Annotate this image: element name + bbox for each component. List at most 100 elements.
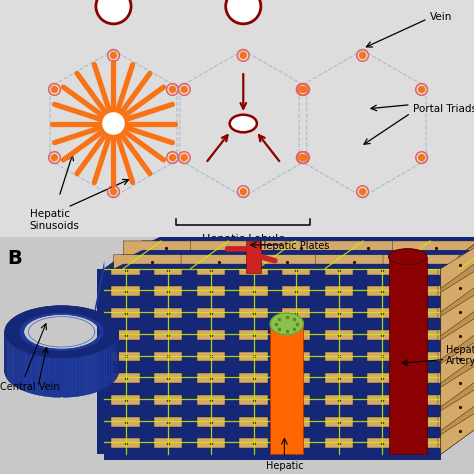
Circle shape [226, 0, 261, 24]
Text: Portal Triads: Portal Triads [413, 104, 474, 114]
Polygon shape [101, 349, 103, 390]
Polygon shape [42, 356, 45, 396]
Bar [367, 374, 396, 383]
Polygon shape [100, 324, 104, 340]
Polygon shape [78, 356, 81, 396]
Bar [410, 395, 438, 405]
Circle shape [240, 53, 246, 58]
Polygon shape [69, 357, 72, 397]
Bar [282, 264, 310, 274]
Polygon shape [72, 357, 75, 397]
Bar [197, 352, 225, 362]
Bar [410, 352, 438, 362]
Polygon shape [114, 255, 191, 269]
Polygon shape [191, 241, 277, 255]
Bar [325, 352, 353, 362]
Bar [154, 417, 182, 427]
Bar [111, 330, 140, 340]
Bar [197, 286, 225, 296]
Polygon shape [441, 245, 474, 288]
Bar [325, 308, 353, 318]
Bar [325, 330, 353, 340]
Bar [197, 330, 225, 340]
Circle shape [182, 155, 187, 161]
Bar [282, 438, 310, 448]
Bar [197, 374, 225, 383]
Bar [239, 417, 268, 427]
Bar [140, 269, 154, 454]
Polygon shape [441, 292, 474, 336]
Bar [325, 374, 353, 383]
Polygon shape [39, 356, 42, 396]
Circle shape [182, 87, 187, 92]
Bar [104, 269, 441, 454]
Bar [154, 330, 182, 340]
Polygon shape [11, 344, 13, 384]
Bar [97, 269, 111, 454]
Bar [154, 352, 182, 362]
Polygon shape [325, 241, 411, 255]
Bar [282, 286, 310, 296]
Polygon shape [116, 338, 117, 380]
Polygon shape [441, 340, 474, 383]
Polygon shape [86, 355, 89, 395]
Bar [410, 438, 438, 448]
Bar [325, 395, 353, 405]
Polygon shape [18, 348, 20, 389]
Polygon shape [104, 241, 474, 269]
Bar [367, 308, 396, 318]
Polygon shape [37, 355, 39, 395]
Bar [154, 286, 182, 296]
Circle shape [101, 111, 126, 136]
Bar [239, 264, 268, 274]
Polygon shape [181, 255, 258, 269]
Polygon shape [441, 387, 474, 430]
Polygon shape [97, 351, 99, 392]
Polygon shape [31, 354, 34, 394]
Polygon shape [441, 269, 474, 312]
Bar [197, 308, 225, 318]
Bar [225, 269, 239, 454]
Polygon shape [115, 340, 116, 381]
Bar [197, 438, 225, 448]
Bar [325, 438, 353, 448]
Polygon shape [114, 264, 460, 269]
Bar [104, 448, 441, 460]
Circle shape [240, 189, 246, 195]
Circle shape [52, 87, 57, 92]
Polygon shape [383, 255, 460, 269]
Circle shape [300, 155, 305, 161]
Ellipse shape [389, 249, 427, 264]
Bar [104, 318, 441, 330]
Polygon shape [29, 353, 31, 393]
Text: Hepatic
Sinusoids: Hepatic Sinusoids [30, 210, 80, 231]
Bar [154, 438, 182, 448]
Polygon shape [89, 354, 92, 394]
Circle shape [360, 189, 365, 195]
Bar [104, 383, 441, 395]
Text: Hepatic Lobule: Hepatic Lobule [202, 234, 285, 244]
Ellipse shape [230, 115, 257, 132]
Polygon shape [258, 241, 344, 255]
Bar [410, 308, 438, 318]
Bar [111, 286, 140, 296]
Bar [282, 417, 310, 427]
Polygon shape [123, 241, 210, 255]
Polygon shape [51, 357, 54, 397]
Polygon shape [441, 411, 474, 454]
Circle shape [52, 155, 57, 161]
Polygon shape [94, 352, 97, 392]
Bar [367, 417, 396, 427]
Bar [111, 308, 140, 318]
Bar [367, 395, 396, 405]
Text: Central Vein: Central Vein [0, 382, 60, 392]
Bar [104, 362, 441, 374]
Bar [282, 330, 310, 340]
Polygon shape [441, 241, 474, 454]
Polygon shape [5, 306, 118, 358]
Polygon shape [316, 255, 392, 269]
Circle shape [360, 53, 365, 58]
Bar [246, 241, 261, 273]
Bar [182, 269, 197, 454]
Polygon shape [84, 355, 86, 395]
